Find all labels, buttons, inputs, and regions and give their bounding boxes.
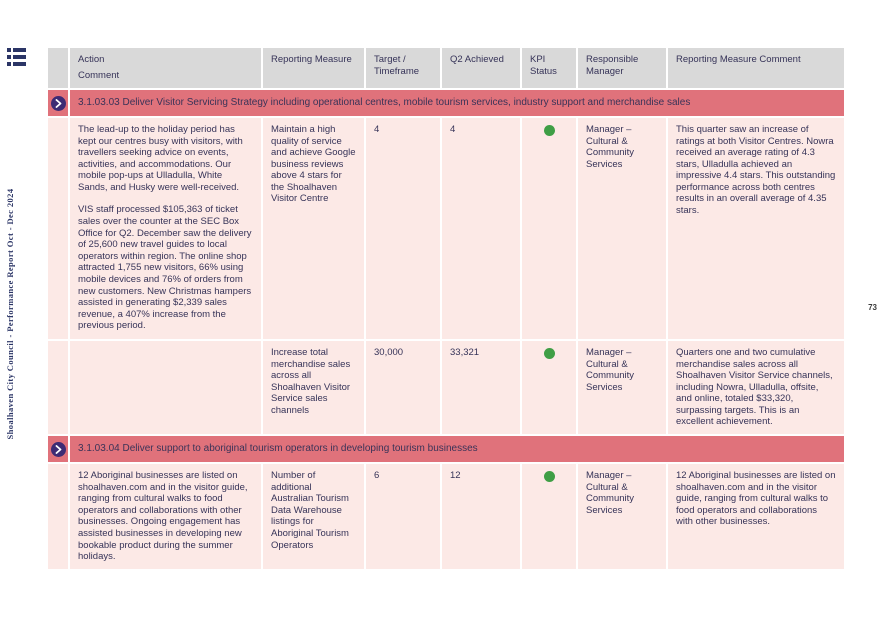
toc-list-icon[interactable] [7, 48, 26, 66]
row-spacer-cell [48, 118, 68, 339]
column-header-kpi-status: KPI Status [522, 48, 576, 88]
section-row [48, 90, 68, 116]
reporting-measure-cell: Maintain a high quality of service and a… [263, 118, 364, 339]
reporting-measure-comment-cell: 12 Aboriginal businesses are listed on s… [668, 464, 844, 569]
column-header-reporting-measure-comment: Reporting Measure Comment [668, 48, 844, 88]
section-title-3-1-03-04: 3.1.03.04 Deliver support to aboriginal … [70, 436, 844, 463]
reporting-measure-cell: Number of additional Australian Tourism … [263, 464, 364, 569]
q2-achieved-cell: 4 [442, 118, 520, 339]
column-header-responsible-manager: Responsible Manager [578, 48, 666, 88]
comment-paragraph: VIS staff processed $105,363 of ticket s… [78, 204, 252, 332]
report-vertical-title: Shoalhaven City Council - Performance Re… [5, 188, 15, 440]
column-header-target-timeframe: Target / Timeframe [366, 48, 440, 88]
target-timeframe-cell: 4 [366, 118, 440, 339]
performance-report-table: Action Comment Reporting Measure Target … [48, 48, 844, 569]
column-header-q2-achieved: Q2 Achieved [442, 48, 520, 88]
kpi-status-cell [522, 464, 576, 569]
page-number: 73 [868, 303, 877, 312]
section-row [48, 436, 68, 463]
kpi-status-cell [522, 118, 576, 339]
reporting-measure-cell: Increase total merchandise sales across … [263, 341, 364, 435]
target-timeframe-cell: 6 [366, 464, 440, 569]
kpi-status-green-dot [543, 471, 555, 483]
column-header-action-comment: Action Comment [70, 48, 261, 88]
action-comment-cell: The lead-up to the holiday period has ke… [70, 118, 261, 339]
section-title-3-1-03-03: 3.1.03.03 Deliver Visitor Servicing Stra… [70, 90, 844, 116]
action-comment-cell: 12 Aboriginal businesses are listed on s… [70, 464, 261, 569]
column-header-comment: Comment [78, 70, 120, 82]
column-header-spacer [48, 48, 68, 88]
comment-paragraph: The lead-up to the holiday period has ke… [78, 124, 243, 193]
row-spacer-cell [48, 464, 68, 569]
responsible-manager-cell: Manager – Cultural & Community Services [578, 464, 666, 569]
action-comment-cell [70, 341, 261, 435]
kpi-status-green-dot [543, 125, 555, 136]
column-header-action: Action [78, 54, 105, 65]
q2-achieved-cell: 12 [442, 464, 520, 569]
row-spacer-cell [48, 341, 68, 435]
column-header-reporting-measure: Reporting Measure [263, 48, 364, 88]
section-expand-chevron-icon[interactable] [50, 441, 66, 457]
reporting-measure-comment-cell: Quarters one and two cumulative merchand… [668, 341, 844, 435]
target-timeframe-cell: 30,000 [366, 341, 440, 435]
responsible-manager-cell: Manager – Cultural & Community Services [578, 118, 666, 339]
kpi-status-green-dot [543, 348, 555, 359]
section-expand-chevron-icon[interactable] [50, 95, 66, 111]
responsible-manager-cell: Manager – Cultural & Community Services [578, 341, 666, 435]
reporting-measure-comment-cell: This quarter saw an increase of ratings … [668, 118, 844, 339]
q2-achieved-cell: 33,321 [442, 341, 520, 435]
kpi-status-cell [522, 341, 576, 435]
